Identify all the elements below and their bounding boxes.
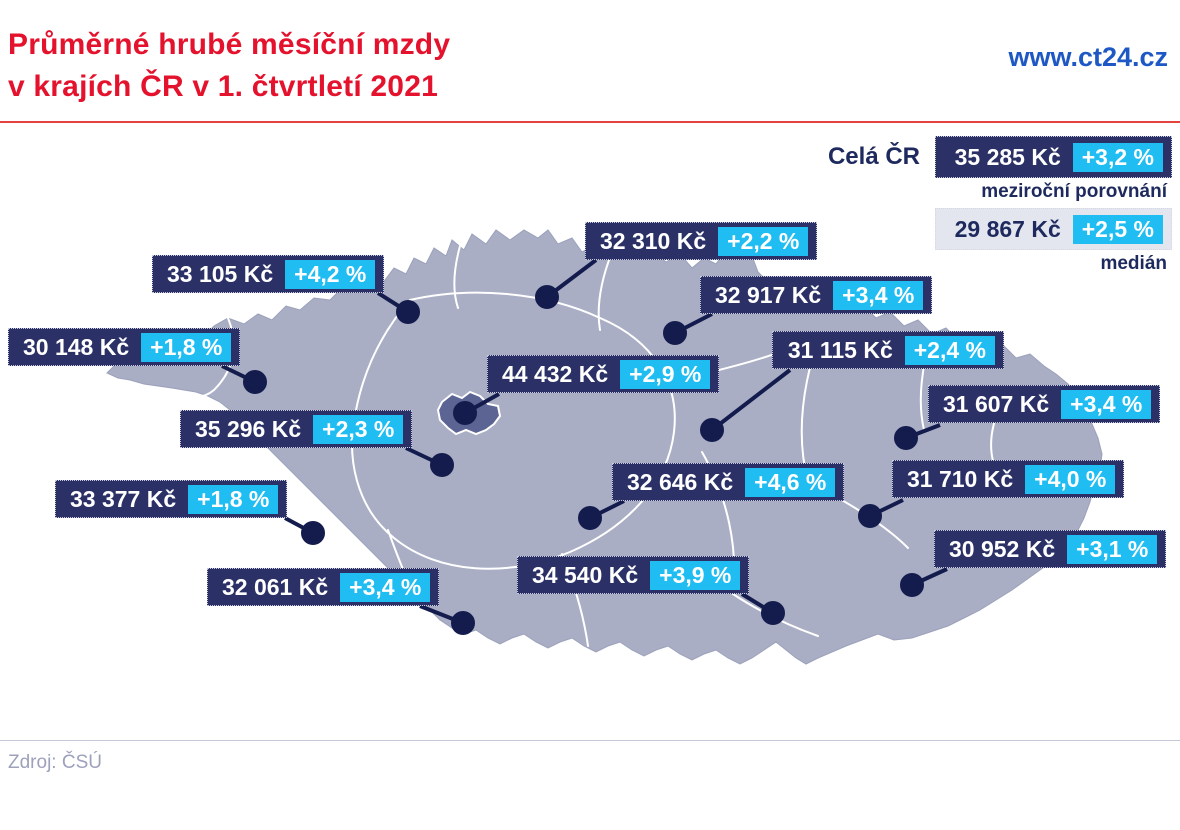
region-wage-callout: 31 115 Kč +2,4 % (772, 331, 1004, 369)
wage-change-badge: +2,2 % (718, 226, 809, 256)
page-title: Průměrné hrubé měsíční mzdy v krajích ČR… (8, 24, 450, 108)
region-wage-callout: 30 148 Kč +1,8 % (8, 328, 241, 366)
callout-connectors (221, 258, 948, 635)
national-median-change-badge: +2,5 % (1072, 214, 1163, 244)
national-median-value: 29 867 Kč (954, 215, 1061, 242)
wage-value: 32 646 Kč (627, 468, 734, 495)
wage-value: 31 115 Kč (787, 336, 893, 363)
wage-value: 33 105 Kč (167, 260, 274, 287)
wage-value: 44 432 Kč (502, 360, 609, 387)
wage-change-badge: +3,4 % (833, 280, 924, 310)
wage-value: 34 540 Kč (532, 561, 639, 588)
page-title-line2: v krajích ČR v 1. čtvrtletí 2021 (8, 70, 438, 103)
wage-value: 32 310 Kč (600, 227, 707, 254)
wage-change-badge: +4,6 % (745, 467, 836, 497)
wage-change-badge: +3,1 % (1067, 534, 1158, 564)
region-wage-callout: 30 952 Kč +3,1 % (934, 530, 1167, 568)
wage-change-badge: +4,2 % (285, 259, 376, 289)
wage-change-badge: +1,8 % (141, 332, 232, 362)
national-average-value: 35 285 Kč (954, 143, 1061, 170)
region-wage-callout: 32 917 Kč +3,4 % (700, 276, 933, 314)
website-url: www.ct24.cz (1008, 42, 1168, 72)
country-label: Celá ČR (827, 143, 920, 170)
region-wage-callout: 44 432 Kč +2,9 % (487, 355, 720, 393)
wage-change-badge: +2,4 % (904, 335, 995, 365)
region-wage-callout: 35 296 Kč +2,3 % (180, 410, 413, 448)
wage-change-badge: +3,9 % (650, 560, 741, 590)
national-average-change-badge: +3,2 % (1072, 142, 1163, 172)
page-title-line1: Průměrné hrubé měsíční mzdy (8, 28, 451, 61)
wage-change-badge: +1,8 % (188, 484, 279, 514)
median-caption: medián (1100, 253, 1167, 274)
region-wage-callout: 34 540 Kč +3,9 % (517, 556, 750, 594)
wage-change-badge: +3,4 % (1061, 389, 1152, 419)
source-note: Zdroj: ČSÚ (8, 752, 102, 773)
wage-change-badge: +3,4 % (340, 572, 431, 602)
wage-value: 30 952 Kč (949, 535, 1056, 562)
region-wage-callout: 33 105 Kč +4,2 % (152, 255, 385, 293)
wage-value: 32 061 Kč (222, 573, 329, 600)
region-wage-callout: 32 061 Kč +3,4 % (207, 568, 440, 606)
region-wage-callout: 31 710 Kč +4,0 % (892, 460, 1125, 498)
wage-value: 33 377 Kč (70, 485, 177, 512)
wage-value: 31 607 Kč (943, 390, 1050, 417)
wage-change-badge: +4,0 % (1025, 464, 1116, 494)
wage-value: 30 148 Kč (23, 333, 130, 360)
wage-change-badge: +2,3 % (313, 414, 404, 444)
wage-value: 35 296 Kč (195, 415, 302, 442)
footer-divider (0, 740, 1180, 741)
national-median-box: 29 867 Kč +2,5 % (935, 208, 1172, 250)
national-average-box: 35 285 Kč +3,2 % (935, 136, 1172, 178)
wage-change-badge: +2,9 % (620, 359, 711, 389)
wage-value: 32 917 Kč (715, 281, 822, 308)
region-wage-callout: 32 646 Kč +4,6 % (612, 463, 845, 501)
region-wage-callout: 31 607 Kč +3,4 % (928, 385, 1161, 423)
region-wage-callout: 32 310 Kč +2,2 % (585, 222, 818, 260)
title-divider (0, 121, 1180, 123)
wage-value: 31 710 Kč (907, 465, 1014, 492)
average-caption: meziroční porovnání (981, 181, 1167, 202)
region-wage-callout: 33 377 Kč +1,8 % (55, 480, 288, 518)
